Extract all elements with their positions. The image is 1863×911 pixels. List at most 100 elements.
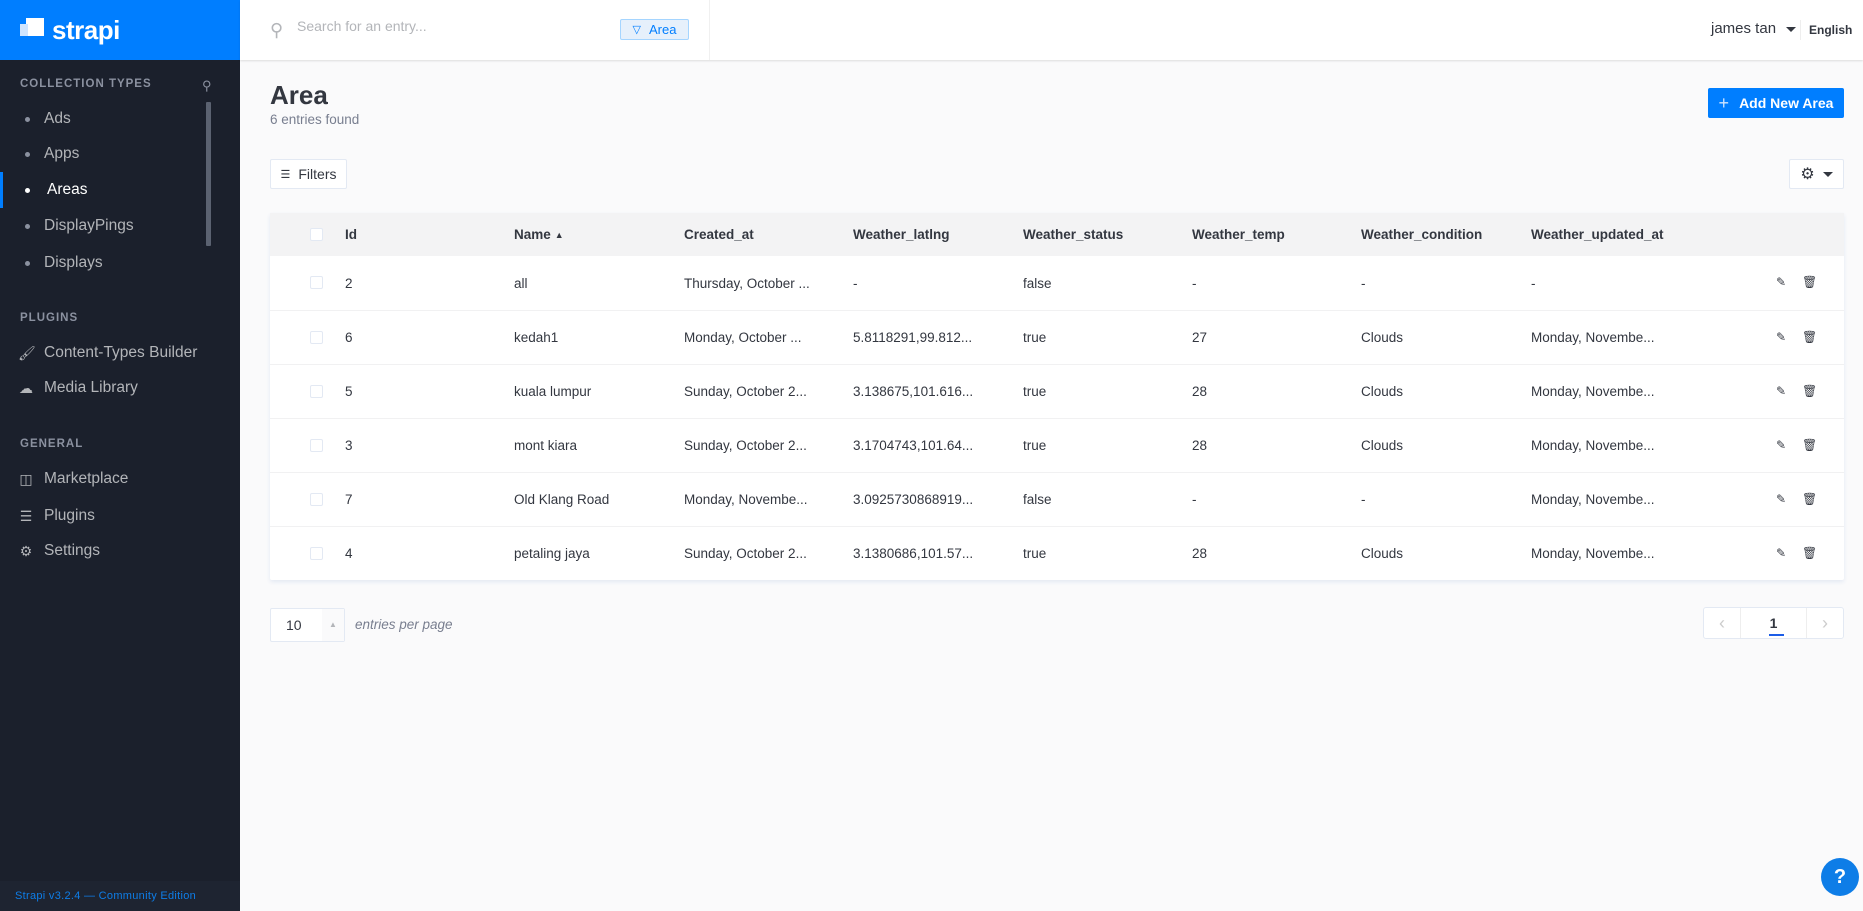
cell-name: kuala lumpur <box>514 384 592 399</box>
help-button[interactable]: ? <box>1821 858 1859 896</box>
cell-created_at: Thursday, October ... <box>684 275 810 291</box>
filters-button[interactable]: ☰ Filters <box>270 159 347 189</box>
table-row[interactable]: 5 kuala lumpur Sunday, October 2... 3.13867… <box>270 364 1844 418</box>
table-row[interactable]: 4 petaling jaya Sunday, October 2... 3.1380… <box>270 526 1844 580</box>
add-new-area-button[interactable]: + Add New Area <box>1708 88 1844 118</box>
column-header-name[interactable]: Name ▲ <box>514 213 564 256</box>
column-header-id[interactable]: Id <box>345 213 357 256</box>
list-icon: ☰ <box>19 507 33 524</box>
search-input[interactable] <box>297 18 597 34</box>
table-row[interactable]: 7 Old Klang Road Monday, Novembe... 3.09257… <box>270 472 1844 526</box>
content-type-filter-tag[interactable]: ▽ Area <box>620 19 689 40</box>
sidebar-item-marketplace[interactable]: ◫ Marketplace <box>0 461 240 497</box>
user-name: james tan <box>1711 20 1777 37</box>
per-page-value: 10 <box>286 617 302 633</box>
row-checkbox[interactable] <box>310 438 323 452</box>
search-icon: ⚲ <box>270 20 284 40</box>
cell-weather_latlng: 5.8118291,99.812... <box>853 330 973 345</box>
entries-per-page-select[interactable]: 10 ▲ <box>270 608 345 642</box>
delete-icon[interactable]: 🗑 <box>1802 437 1818 452</box>
sidebar-item-ads[interactable]: Ads <box>0 101 240 137</box>
plus-icon: + <box>1718 92 1730 113</box>
select-all-checkbox[interactable] <box>310 227 323 241</box>
cell-weather_updated_at: Monday, Novembe... <box>1531 384 1655 399</box>
delete-icon[interactable]: 🗑 <box>1802 275 1818 289</box>
cell-name: mont kiara <box>514 438 578 453</box>
page-1-button[interactable]: 1 <box>1740 608 1807 638</box>
cell-created_at: Sunday, October 2... <box>684 384 807 399</box>
delete-icon[interactable]: 🗑 <box>1802 383 1818 398</box>
column-header-label: Weather_temp <box>1192 227 1285 242</box>
edit-icon[interactable]: ✎ <box>1776 491 1787 506</box>
delete-icon[interactable]: 🗑 <box>1802 329 1818 344</box>
entries-per-page-label: entries per page <box>355 617 453 632</box>
cell-id: 6 <box>345 330 353 345</box>
row-checkbox[interactable] <box>310 492 323 506</box>
sidebar-item-media-library[interactable]: ☁ Media Library <box>0 370 240 406</box>
sidebar-item-label: Areas <box>47 181 88 198</box>
cell-id: 7 <box>345 492 353 507</box>
sidebar-item-plugins[interactable]: ☰ Plugins <box>0 498 240 534</box>
sidebar-item-label: Marketplace <box>44 470 129 487</box>
caret-down-icon <box>1786 26 1797 32</box>
sidebar-item-content-types-builder[interactable]: 🖌 Content-Types Builder <box>0 335 240 371</box>
cell-id: 4 <box>345 546 353 561</box>
sidebar-item-apps[interactable]: Apps <box>0 136 240 172</box>
cell-weather_condition: Clouds <box>1361 546 1404 561</box>
row-checkbox[interactable] <box>310 546 323 560</box>
cell-weather_status: false <box>1023 275 1052 291</box>
sidebar-item-displays[interactable]: Displays <box>0 245 240 281</box>
column-header-weather_temp[interactable]: Weather_temp <box>1192 213 1285 256</box>
delete-icon[interactable]: 🗑 <box>1802 545 1818 560</box>
cell-weather_latlng: 3.0925730868919... <box>853 492 974 507</box>
previous-page-button[interactable]: ‹ <box>1719 612 1725 633</box>
strapi-logo[interactable]: strapi <box>0 0 240 60</box>
edit-icon[interactable]: ✎ <box>1776 545 1787 560</box>
collection-types-label: COLLECTION TYPES <box>20 78 152 90</box>
cell-weather_temp: - <box>1192 275 1197 291</box>
column-header-created_at[interactable]: Created_at <box>684 213 754 256</box>
column-header-weather_status[interactable]: Weather_status <box>1023 213 1123 256</box>
brand-name: strapi <box>52 14 120 45</box>
filters-label: Filters <box>298 166 337 182</box>
bullet-icon <box>25 152 30 157</box>
sidebar-item-displaypings[interactable]: DisplayPings <box>0 208 240 244</box>
delete-icon[interactable]: 🗑 <box>1802 491 1818 506</box>
filter-tag-label: Area <box>649 22 677 37</box>
edit-icon[interactable]: ✎ <box>1776 383 1787 398</box>
cell-weather_condition: - <box>1361 275 1366 291</box>
plugins-label: PLUGINS <box>20 312 79 324</box>
cell-created_at: Sunday, October 2... <box>684 438 807 453</box>
cell-name: petaling jaya <box>514 546 590 561</box>
cell-weather_temp: 27 <box>1192 330 1208 345</box>
sidebar-item-settings[interactable]: ⚙ Settings <box>0 533 240 569</box>
sidebar-item-label: Plugins <box>44 507 95 524</box>
column-header-weather_updated_at[interactable]: Weather_updated_at <box>1531 213 1664 256</box>
search-icon[interactable]: ⚲ <box>202 78 212 93</box>
column-header-label: Weather_latlng <box>853 227 950 242</box>
column-header-weather_condition[interactable]: Weather_condition <box>1361 213 1482 256</box>
edit-icon[interactable]: ✎ <box>1776 437 1787 452</box>
table-row[interactable]: 3 mont kiara Sunday, October 2... 3.1704743… <box>270 418 1844 472</box>
column-header-weather_latlng[interactable]: Weather_latlng <box>853 213 950 256</box>
cell-weather_temp: - <box>1192 492 1197 507</box>
sidebar-scrollbar[interactable] <box>206 102 211 246</box>
edit-icon[interactable]: ✎ <box>1776 329 1787 344</box>
table-settings-button[interactable]: ⚙ <box>1789 159 1844 189</box>
language-selector[interactable]: English <box>1809 23 1853 37</box>
row-checkbox[interactable] <box>310 330 323 344</box>
cell-name: all <box>514 275 528 291</box>
table-row[interactable]: 6 kedah1 Monday, October ... 5.8118291,99.8… <box>270 310 1844 364</box>
page-title: Area <box>270 80 328 110</box>
edit-icon[interactable]: ✎ <box>1776 275 1787 289</box>
caret-down-icon <box>1822 171 1833 177</box>
row-checkbox[interactable] <box>310 276 323 289</box>
sidebar-item-label: Ads <box>44 110 71 127</box>
sidebar-item-areas[interactable]: Areas <box>0 172 240 208</box>
row-checkbox[interactable] <box>310 384 323 398</box>
table-row[interactable]: 2 all Thursday, October ... - false - - - ✎ 🗑 <box>270 256 1844 310</box>
next-page-button[interactable]: › <box>1822 612 1828 633</box>
filter-icon: ☰ <box>280 168 291 181</box>
cell-weather_temp: 28 <box>1192 438 1208 453</box>
user-menu[interactable]: james tan <box>1711 20 1797 37</box>
